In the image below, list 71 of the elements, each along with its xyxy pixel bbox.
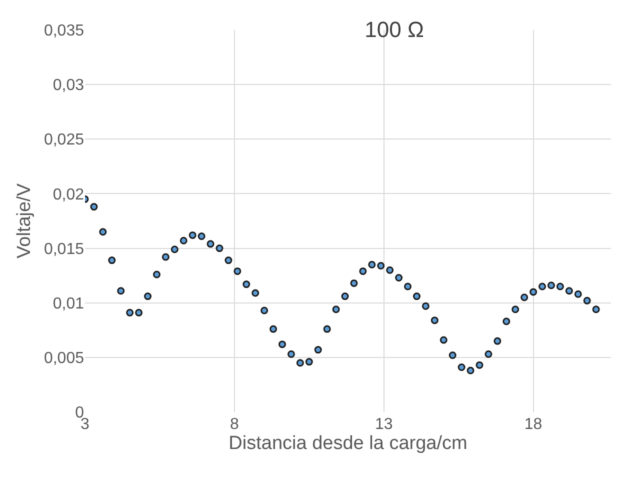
point (574, 290, 582, 298)
y-axis-title: Voltaje/V (14, 183, 35, 258)
point (216, 244, 224, 252)
point (530, 288, 538, 296)
point (90, 203, 98, 211)
point (458, 364, 466, 371)
x-tick-label: 13 (374, 416, 393, 433)
y-tick-label: 0,035 (44, 22, 84, 40)
y-tick-label: 0,015 (44, 240, 84, 258)
point (188, 231, 196, 239)
point (448, 352, 456, 359)
y-tick-label: 0,025 (44, 132, 84, 149)
point (395, 274, 403, 282)
point (278, 340, 286, 348)
point (359, 267, 367, 275)
point (556, 282, 564, 290)
point (144, 292, 152, 300)
x-tick-label: 3 (80, 416, 90, 433)
y-tick-label: 0,02 (52, 186, 84, 204)
point (198, 232, 206, 240)
point (180, 236, 188, 244)
point (242, 280, 250, 288)
point (323, 325, 331, 333)
point (547, 282, 555, 290)
point (206, 240, 214, 248)
point (126, 308, 134, 316)
point (592, 306, 600, 314)
point (430, 316, 438, 324)
point (466, 366, 474, 374)
point (350, 279, 358, 287)
x-axis-title: Distancia desde la carga/cm (228, 433, 468, 454)
point (234, 267, 242, 275)
point (440, 336, 448, 344)
point (108, 256, 116, 264)
point (494, 337, 502, 345)
point (520, 294, 528, 302)
point (287, 350, 295, 358)
x-tick-label: 8 (230, 416, 239, 433)
point (117, 287, 125, 295)
point (224, 256, 232, 264)
point (538, 282, 546, 290)
point (476, 361, 484, 369)
point (252, 289, 260, 297)
point (260, 306, 268, 314)
point (341, 292, 349, 300)
point (162, 253, 170, 261)
point (422, 302, 430, 310)
x-tick-label: 18 (524, 416, 542, 433)
point (377, 262, 385, 270)
y-tick-label: 0,01 (52, 295, 84, 312)
y-tick-label: 0,03 (52, 77, 84, 94)
point (412, 292, 420, 300)
point (270, 325, 278, 333)
point (296, 359, 304, 367)
point (502, 318, 510, 326)
point (99, 228, 107, 236)
chart-title: 100 Ω (364, 16, 424, 42)
point (368, 260, 376, 268)
point (404, 282, 412, 290)
point (583, 296, 591, 304)
point (305, 358, 313, 366)
point (314, 346, 322, 354)
point (332, 306, 340, 314)
point (386, 266, 394, 274)
point (170, 246, 178, 254)
y-tick-label: 0,005 (44, 350, 84, 368)
point (152, 270, 160, 278)
point (512, 306, 520, 314)
point (565, 287, 573, 295)
point (135, 308, 143, 316)
point (484, 350, 492, 358)
